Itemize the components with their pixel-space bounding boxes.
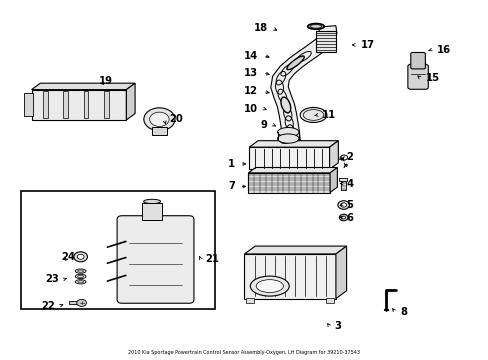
Ellipse shape	[280, 140, 289, 144]
FancyBboxPatch shape	[117, 216, 194, 303]
Bar	[246, 297, 254, 303]
Bar	[31, 90, 126, 120]
FancyBboxPatch shape	[407, 64, 427, 89]
Text: 20: 20	[169, 114, 183, 124]
Text: 19: 19	[99, 76, 113, 86]
Text: 16: 16	[436, 45, 450, 55]
Circle shape	[340, 203, 346, 207]
Text: 21: 21	[205, 254, 219, 264]
Bar	[277, 132, 298, 139]
Text: 8: 8	[399, 307, 406, 317]
Ellipse shape	[75, 274, 86, 279]
Circle shape	[74, 252, 87, 262]
Text: 14: 14	[244, 51, 258, 61]
Bar	[24, 93, 33, 116]
Text: 10: 10	[244, 104, 258, 113]
Text: 12: 12	[244, 86, 258, 96]
Bar	[83, 91, 88, 118]
Text: 3: 3	[334, 321, 341, 332]
Ellipse shape	[256, 280, 283, 293]
Text: 23: 23	[45, 274, 59, 284]
Polygon shape	[248, 167, 337, 173]
Ellipse shape	[250, 276, 288, 296]
Circle shape	[77, 299, 86, 306]
Circle shape	[149, 112, 169, 126]
Ellipse shape	[286, 56, 304, 70]
Polygon shape	[31, 83, 135, 90]
Bar	[152, 127, 166, 135]
Text: 18: 18	[253, 23, 267, 33]
Text: 5: 5	[346, 200, 353, 210]
Text: 15: 15	[425, 73, 439, 83]
Bar	[249, 147, 329, 169]
Bar	[142, 203, 162, 220]
Ellipse shape	[281, 97, 290, 113]
Text: 6: 6	[346, 212, 353, 222]
Text: 2: 2	[346, 152, 353, 162]
Bar	[340, 180, 345, 190]
Bar	[325, 297, 333, 303]
Circle shape	[77, 254, 84, 259]
Text: 7: 7	[227, 181, 234, 192]
Bar	[21, 192, 215, 309]
Ellipse shape	[75, 280, 86, 284]
Text: 17: 17	[361, 40, 374, 50]
Circle shape	[337, 201, 349, 209]
Bar	[339, 178, 346, 181]
Text: 24: 24	[61, 252, 75, 262]
Polygon shape	[335, 246, 346, 298]
Bar	[104, 91, 109, 118]
Polygon shape	[329, 141, 338, 169]
Text: 13: 13	[244, 68, 258, 78]
Polygon shape	[126, 83, 135, 120]
Ellipse shape	[307, 23, 324, 29]
Circle shape	[341, 216, 345, 219]
Text: 1: 1	[227, 159, 234, 169]
Bar	[63, 91, 68, 118]
Text: 22: 22	[41, 301, 55, 311]
Circle shape	[339, 214, 347, 221]
Ellipse shape	[143, 199, 160, 203]
Bar	[244, 254, 335, 298]
Polygon shape	[244, 246, 346, 254]
Circle shape	[143, 108, 175, 131]
Text: 11: 11	[322, 110, 336, 120]
Ellipse shape	[75, 269, 86, 273]
Bar	[315, 31, 336, 52]
Ellipse shape	[277, 127, 298, 137]
FancyBboxPatch shape	[410, 53, 425, 69]
Bar	[42, 91, 47, 118]
Text: 9: 9	[261, 120, 267, 130]
Polygon shape	[249, 141, 338, 147]
Ellipse shape	[277, 134, 298, 143]
Text: 4: 4	[346, 179, 353, 189]
Polygon shape	[270, 26, 336, 143]
Bar	[248, 173, 329, 193]
Polygon shape	[329, 167, 337, 193]
Ellipse shape	[300, 108, 326, 122]
Bar	[69, 301, 79, 304]
Text: 2010 Kia Sportage Powertrain Control Sensor Assembly-Oxygen, LH Diagram for 3921: 2010 Kia Sportage Powertrain Control Sen…	[128, 350, 360, 355]
